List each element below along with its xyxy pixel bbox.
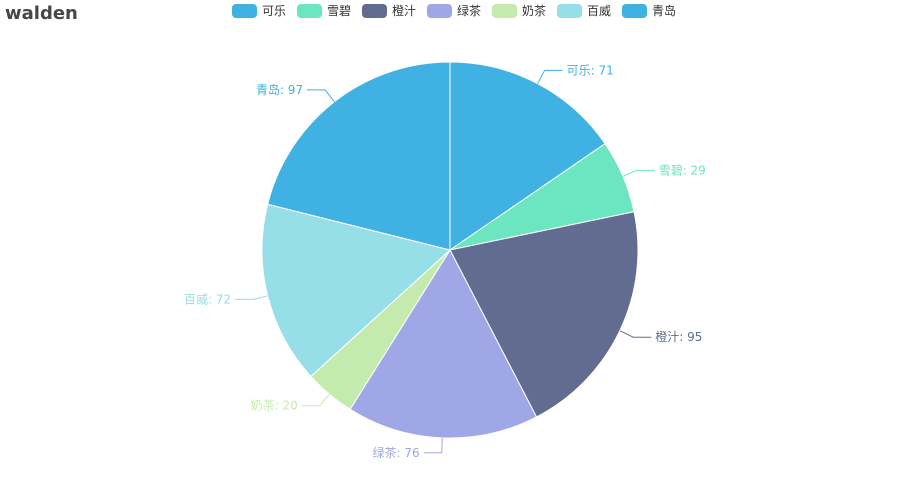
label-leader-line xyxy=(235,295,268,300)
slice-label-3: 橙汁: 95 xyxy=(655,329,702,344)
legend-item-7[interactable]: 青岛 xyxy=(622,3,676,18)
label-leader-line xyxy=(619,330,652,338)
slice-labels: 可乐: 71 雪碧: 29 橙汁: 95 绿茶: 76 奶茶: 20 百威: 72 青岛: … xyxy=(184,63,706,459)
slice-6[interactable] xyxy=(261,203,452,378)
legend-item-6[interactable]: 百威 xyxy=(557,4,611,18)
slice-label-7: 青岛: 97 xyxy=(256,82,303,97)
slice-label-1: 可乐: 71 xyxy=(567,63,614,77)
legend-swatch xyxy=(362,4,387,18)
label-leader-line xyxy=(307,89,335,103)
label-leader-line xyxy=(537,69,563,84)
slice-label-5: 奶茶: 20 xyxy=(251,398,298,413)
legend-label: 百威 xyxy=(587,4,611,18)
slice-3[interactable] xyxy=(449,211,639,418)
legend-item-2[interactable]: 雪碧 xyxy=(297,4,351,18)
slice-label-4: 绿茶: 76 xyxy=(373,445,420,460)
legend-label: 雪碧 xyxy=(327,4,351,18)
slice-label-6: 百威: 72 xyxy=(184,292,231,306)
legend-swatch xyxy=(622,4,647,18)
legend-swatch xyxy=(297,4,322,18)
slice-label-2: 雪碧: 29 xyxy=(659,163,706,177)
legend-label: 可乐 xyxy=(262,4,286,18)
label-leader-line xyxy=(423,437,443,454)
legend: 可乐 雪碧 橙汁 绿茶 奶茶 百威 青岛 xyxy=(232,3,676,18)
legend-label: 绿茶 xyxy=(457,3,481,18)
legend-swatch xyxy=(427,4,452,18)
chart-title: walden xyxy=(5,3,78,24)
pie-slices xyxy=(261,61,639,439)
legend-label: 橙汁 xyxy=(392,3,416,18)
legend-label: 青岛 xyxy=(652,3,676,18)
legend-label: 奶茶 xyxy=(522,3,546,18)
legend-swatch xyxy=(557,4,582,18)
legend-item-1[interactable]: 可乐 xyxy=(232,4,286,18)
legend-swatch xyxy=(232,4,257,18)
legend-item-4[interactable]: 绿茶 xyxy=(427,3,481,18)
legend-swatch xyxy=(492,4,517,18)
label-leader-line xyxy=(622,169,655,177)
label-leader-line xyxy=(301,393,330,407)
legend-item-5[interactable]: 奶茶 xyxy=(492,3,546,18)
legend-item-3[interactable]: 橙汁 xyxy=(362,3,416,18)
